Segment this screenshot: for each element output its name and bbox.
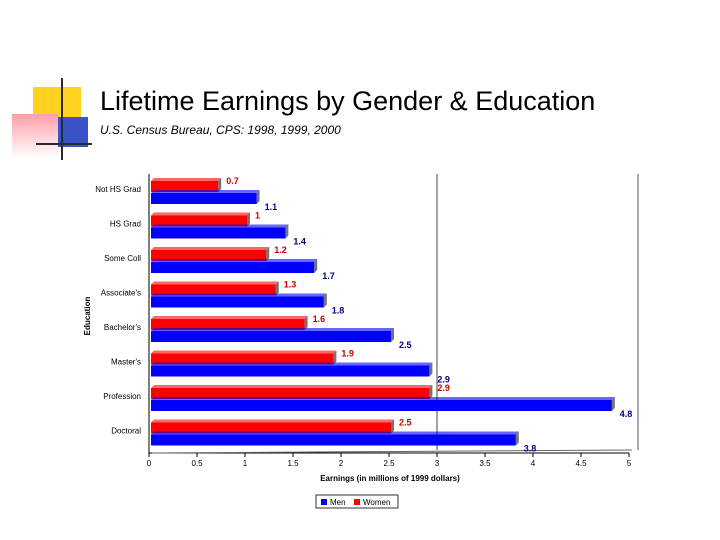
bar-women-side xyxy=(266,247,270,261)
bar-women-top xyxy=(151,316,308,319)
bar-men-top xyxy=(151,431,519,435)
bar-men-side xyxy=(323,293,327,308)
x-axis-floor-edge xyxy=(151,449,633,454)
data-label-women: 1.3 xyxy=(284,280,297,290)
bar-women-side xyxy=(391,419,394,434)
data-label-women: 2.9 xyxy=(437,383,450,393)
bar-women-side xyxy=(333,350,337,365)
data-label-men: 1.8 xyxy=(332,306,345,316)
data-label-men: 2.9 xyxy=(437,375,450,385)
data-label-men: 1.7 xyxy=(322,271,335,281)
bar-women-top xyxy=(151,212,250,216)
x-tick-label: 1 xyxy=(243,459,248,468)
bar-women-top xyxy=(151,247,270,250)
category-label: Master's xyxy=(111,358,141,367)
data-label-women: 1 xyxy=(255,211,260,221)
bar-men-side xyxy=(611,397,615,411)
x-tick-label: 1.5 xyxy=(287,459,299,468)
bar-men-top xyxy=(151,190,260,193)
page-subtitle: U.S. Census Bureau, CPS: 1998, 1999, 200… xyxy=(100,123,341,137)
bar-men xyxy=(151,262,315,273)
bar-women xyxy=(151,250,267,261)
bar-women-top xyxy=(151,419,394,423)
data-label-women: 1.2 xyxy=(274,245,287,255)
category-label: Doctoral xyxy=(111,427,141,436)
bar-men-top xyxy=(151,328,394,331)
bar-women-side xyxy=(247,212,250,227)
bar-women-side xyxy=(218,178,222,192)
x-tick-label: 3 xyxy=(435,459,440,468)
category-label: Bachelor's xyxy=(104,323,141,332)
bar-men-side xyxy=(429,362,433,377)
bar-men-side xyxy=(314,259,318,273)
deco-horizontal-line xyxy=(36,143,92,145)
deco-blue-square xyxy=(58,117,88,147)
bar-women-top xyxy=(151,178,222,181)
x-tick-label: 3.5 xyxy=(479,459,491,468)
category-label: Some Coll xyxy=(104,254,141,263)
x-tick-label: 0.5 xyxy=(191,459,203,468)
bar-men-top xyxy=(151,293,327,297)
x-axis-label: Earnings (in millions of 1999 dollars) xyxy=(320,474,460,483)
category-label: Profession xyxy=(103,392,141,401)
legend-swatch-women xyxy=(354,499,360,505)
bar-women-side xyxy=(275,281,279,296)
data-label-men: 4.8 xyxy=(620,409,633,419)
deco-pink-square xyxy=(12,114,58,158)
category-label: HS Grad xyxy=(110,220,141,229)
category-label: Associate's xyxy=(101,289,141,298)
bar-men xyxy=(151,331,391,342)
bar-men-side xyxy=(391,328,394,342)
bar-men xyxy=(151,434,516,446)
bar-women xyxy=(151,353,334,365)
category-label: Not HS Grad xyxy=(95,185,141,194)
data-label-women: 1.9 xyxy=(341,349,354,359)
x-tick-label: 4.5 xyxy=(575,459,587,468)
page-title: Lifetime Earnings by Gender & Education xyxy=(100,86,596,116)
bar-men xyxy=(151,365,430,377)
x-tick-label: 2 xyxy=(339,459,344,468)
x-tick-label: 2.5 xyxy=(383,459,395,468)
bar-men-top xyxy=(151,224,289,228)
bar-women xyxy=(151,422,391,434)
bar-women-side xyxy=(304,316,308,330)
bar-women xyxy=(151,319,305,330)
y-axis-label: Education xyxy=(83,297,92,336)
bar-women xyxy=(151,284,276,296)
bar-women xyxy=(151,181,219,192)
bar-women-top xyxy=(151,281,279,285)
x-tick-label: 4 xyxy=(531,459,536,468)
data-label-men: 2.5 xyxy=(399,340,412,350)
bar-men-side xyxy=(515,431,519,446)
x-tick-label: 5 xyxy=(627,459,632,468)
bar-men-top xyxy=(151,362,433,366)
bar-men-side xyxy=(285,224,289,239)
bar-women xyxy=(151,388,430,399)
data-label-men: 1.4 xyxy=(293,237,306,247)
data-label-women: 0.7 xyxy=(226,176,239,186)
bar-men-top xyxy=(151,259,318,262)
bar-women-top xyxy=(151,350,337,354)
bar-men xyxy=(151,296,324,308)
data-label-women: 1.6 xyxy=(313,314,326,324)
bar-men-top xyxy=(151,397,615,400)
legend-label-men: Men xyxy=(330,498,346,507)
bar-women-side xyxy=(429,385,433,399)
data-label-women: 2.5 xyxy=(399,418,412,428)
bar-men xyxy=(151,400,612,411)
bar-women xyxy=(151,215,247,227)
bar-men xyxy=(151,227,286,239)
data-label-men: 1.1 xyxy=(265,202,278,212)
bar-women-top xyxy=(151,385,433,388)
legend-swatch-men xyxy=(321,499,327,505)
x-tick-label: 0 xyxy=(147,459,152,468)
legend-label-women: Women xyxy=(363,498,390,507)
deco-vertical-line xyxy=(61,78,63,160)
bar-men xyxy=(151,193,257,204)
bar-men-side xyxy=(256,190,260,204)
data-label-men: 3.8 xyxy=(524,444,537,454)
